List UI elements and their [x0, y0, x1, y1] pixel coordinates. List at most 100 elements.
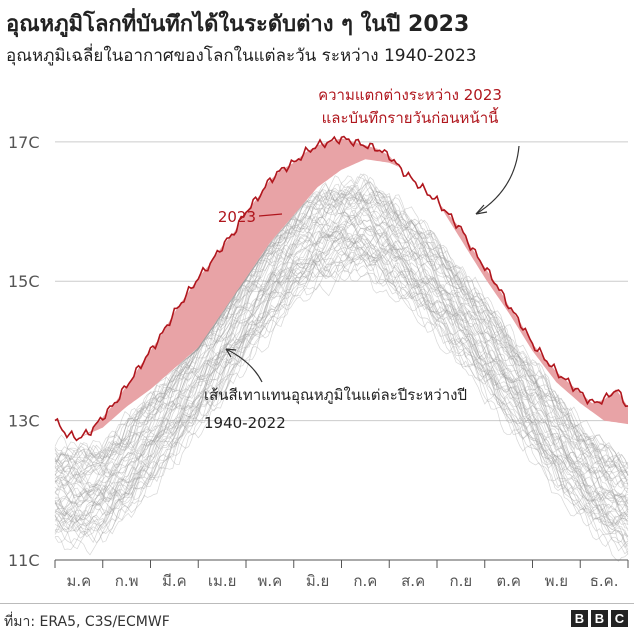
historical-year-line	[54, 202, 629, 495]
source-note: ที่มา: ERA5, C3S/ECMWF	[4, 614, 170, 630]
x-tick-label: ม.ค	[67, 572, 92, 590]
historical-year-line	[54, 214, 629, 505]
historical-year-line	[54, 219, 629, 508]
historical-year-line	[54, 192, 629, 493]
x-tick-label: มี.ค	[162, 572, 187, 590]
historical-year-line	[54, 261, 629, 550]
x-tick-label: พ.ค	[258, 572, 283, 590]
series-2023-line	[54, 135, 629, 442]
historical-year-line	[54, 225, 629, 518]
historical-year-line	[54, 188, 629, 476]
bbc-logo: B B C	[571, 610, 628, 627]
historical-year-line	[54, 239, 629, 531]
historical-year-line	[54, 237, 629, 529]
x-tick-label: ส.ค	[401, 572, 425, 590]
historical-year-line	[54, 188, 628, 487]
annotation-historical-arrowhead	[225, 348, 237, 358]
annotation-historical-line2: 1940-2022	[204, 414, 286, 432]
historical-year-line	[54, 236, 629, 538]
x-axis: ม.ค ก.พ มี.ค เม.ย พ.ค มิ.ย ก.ค ส.ค ก.ย ต.ค พ.ย ธ.ค.	[54, 559, 629, 590]
historical-year-line	[54, 221, 629, 513]
historical-year-line	[54, 228, 629, 523]
historical-year-line	[54, 265, 629, 562]
temperature-line-chart: 11C 13C 15C 17C ม.ค ก.พ มี.ค เม.ย พ.ค มิ.ย ก.ค ส.ค…	[8, 86, 629, 590]
annotations-group: ความแตกต่างระหว่าง 2023 และบันทึกรายวันก…	[204, 86, 520, 432]
historical-year-line	[54, 203, 629, 499]
historical-year-line	[54, 189, 629, 483]
historical-lines-group	[54, 173, 629, 562]
historical-year-line	[54, 186, 629, 476]
historical-year-line	[54, 206, 629, 504]
historical-year-line	[54, 207, 629, 503]
chart-title: อุณหภูมิโลกที่บันทึกได้ในระดับต่าง ๆ ในป…	[6, 12, 470, 37]
historical-year-line	[54, 246, 629, 541]
historical-year-line	[54, 247, 629, 551]
historical-year-line	[54, 223, 629, 525]
historical-year-line	[54, 214, 629, 522]
y-tick-label: 13C	[8, 412, 40, 431]
historical-year-line	[54, 240, 629, 547]
historical-year-line	[54, 186, 629, 489]
historical-year-line	[54, 232, 629, 528]
historical-year-line	[54, 196, 629, 497]
historical-year-line	[54, 188, 629, 476]
historical-year-line	[54, 176, 629, 476]
historical-year-line	[54, 232, 629, 523]
historical-year-line	[54, 197, 629, 485]
difference-area	[55, 138, 628, 439]
historical-year-line	[54, 181, 629, 464]
historical-year-line	[54, 256, 629, 550]
y-tick-label: 15C	[8, 272, 40, 291]
chart-subtitle: อุณหภูมิเฉลี่ยในอากาศของโลกในแต่ละวัน ระ…	[6, 46, 477, 66]
annotation-difference-arrow	[475, 145, 520, 215]
historical-year-line	[54, 225, 629, 514]
historical-year-line	[54, 179, 629, 476]
historical-year-line	[54, 185, 629, 489]
annotation-2023-label: 2023	[218, 208, 256, 226]
series-2023-group	[54, 135, 629, 442]
historical-year-line	[54, 241, 629, 539]
historical-year-line	[54, 225, 629, 526]
difference-area-group	[55, 138, 628, 439]
historical-year-line	[54, 237, 629, 532]
logo-letter: B	[591, 610, 608, 627]
historical-year-line	[54, 208, 629, 506]
x-tick-label: ก.ย	[450, 572, 473, 590]
annotation-difference-line1: ความแตกต่างระหว่าง 2023	[318, 86, 502, 104]
x-tick-label: ธ.ค.	[590, 572, 619, 590]
historical-year-line	[54, 251, 629, 552]
x-tick-label: ก.พ	[115, 572, 139, 590]
historical-year-line	[54, 253, 629, 555]
historical-year-line	[54, 203, 629, 490]
historical-year-line	[54, 176, 629, 479]
y-tick-label: 11C	[8, 551, 40, 570]
historical-year-line	[54, 173, 629, 475]
historical-year-line	[54, 212, 629, 506]
historical-year-line	[54, 191, 629, 488]
x-tick-label: พ.ย	[545, 572, 568, 590]
historical-year-line	[54, 259, 629, 555]
historical-year-line	[54, 230, 629, 517]
annotation-historical-line1: เส้นสีเทาแทนอุณหภูมิในแต่ละปีระหว่างปี	[204, 386, 467, 405]
historical-year-line	[54, 179, 629, 473]
x-tick-label: มิ.ย	[306, 572, 329, 590]
logo-letter: B	[571, 610, 588, 627]
historical-year-line	[54, 173, 629, 477]
footer-divider	[0, 603, 634, 604]
x-tick-label: ต.ค	[496, 572, 521, 590]
annotation-2023-connector	[258, 213, 283, 217]
historical-year-line	[54, 175, 629, 470]
historical-year-line	[54, 233, 629, 531]
historical-year-line	[54, 226, 629, 517]
historical-year-line	[54, 183, 629, 479]
historical-year-line	[54, 243, 629, 543]
annotation-historical-arrow	[225, 348, 263, 383]
logo-letter: C	[611, 610, 628, 627]
historical-year-line	[54, 209, 629, 518]
annotation-difference-arrowhead	[475, 204, 488, 215]
annotation-difference-line2: และบันทึกรายวันก่อนหน้านี้	[322, 107, 499, 127]
x-tick-label: ก.ค	[353, 572, 377, 590]
y-tick-label: 17C	[8, 133, 40, 152]
historical-year-line	[54, 181, 629, 469]
historical-year-line	[54, 215, 629, 516]
